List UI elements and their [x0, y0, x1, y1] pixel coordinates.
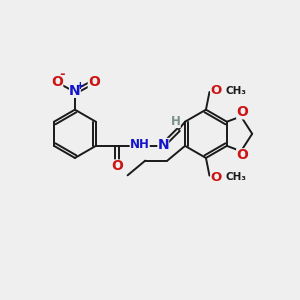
Text: CH₃: CH₃ [226, 86, 247, 96]
Text: O: O [210, 84, 222, 97]
Text: CH₃: CH₃ [226, 172, 247, 182]
Text: O: O [111, 160, 123, 173]
Text: -: - [60, 68, 65, 80]
Text: O: O [51, 75, 63, 89]
Text: N: N [69, 84, 81, 98]
Text: H: H [171, 115, 181, 128]
Text: O: O [236, 105, 248, 119]
Text: +: + [76, 81, 84, 91]
Text: O: O [236, 148, 248, 162]
Text: O: O [210, 171, 222, 184]
Text: O: O [88, 75, 100, 89]
Text: N: N [158, 138, 169, 152]
Text: NH: NH [130, 139, 150, 152]
